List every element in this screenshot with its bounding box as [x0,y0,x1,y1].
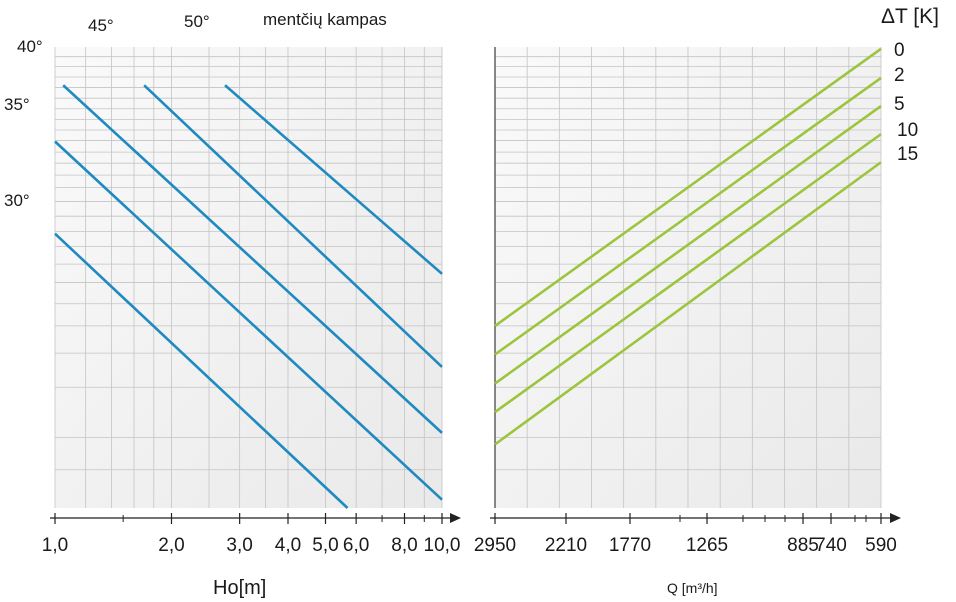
angle-label-45: 45° [88,16,114,35]
series-line-35deg [54,140,443,501]
angle-label-40: 40° [17,37,43,56]
x-tick-label: 10,0 [424,535,461,556]
series-line-45deg [143,84,443,368]
legend-title: ΔT [K] [881,5,939,28]
left-x-ticks: 1,0 2,0 3,0 4,0 5,0 6,0 8,0 10,0 [42,513,461,556]
right-grid [494,47,882,508]
series-line-40deg [62,84,443,434]
x-tick-label: 1265 [686,535,728,556]
left-x-axis-title: Ho[m] [213,577,266,599]
legend-item-10: 10 [897,120,918,141]
x-tick-label: 8,0 [391,535,417,556]
series-line-30deg [54,232,349,509]
legend-item-5: 5 [894,94,905,115]
legend-item-0: 0 [894,40,905,61]
x-tick-label: 885 [787,535,819,556]
series-line-dt-2 [494,76,882,356]
series-line-dt-0 [494,47,882,327]
blade-angle-title: mentčių kampas [263,10,387,29]
x-tick-label: 590 [865,535,897,556]
series-line-50deg [224,84,443,275]
x-tick-label: 2950 [474,535,516,556]
x-tick-label: 6,0 [343,535,369,556]
x-tick-label: 1770 [609,535,651,556]
x-tick-label: 5,0 [312,535,338,556]
series-line-dt-5 [494,104,882,385]
right-x-axis [490,513,901,523]
series-line-dt-15 [494,161,882,446]
x-tick-label: 4,0 [275,535,301,556]
left-series-lines [54,84,443,509]
legend-item-2: 2 [894,65,905,86]
x-tick-label: 3,0 [226,535,252,556]
series-line-dt-10 [494,133,882,414]
left-plot-area [55,47,442,508]
left-axis-arrow [450,513,461,523]
x-tick-label: 1,0 [42,535,68,556]
x-tick-label: 740 [815,535,847,556]
right-series-lines [494,47,882,446]
legend-item-15: 15 [897,144,918,165]
x-tick-label: 2210 [545,535,587,556]
right-axis-arrow [890,513,901,523]
left-x-axis [50,513,461,523]
angle-label-50: 50° [184,12,210,31]
right-x-axis-title: Q [m³/h] [667,580,718,596]
x-tick-label: 2,0 [158,535,184,556]
angle-label-35: 35° [4,95,30,114]
angle-label-30: 30° [4,191,30,210]
